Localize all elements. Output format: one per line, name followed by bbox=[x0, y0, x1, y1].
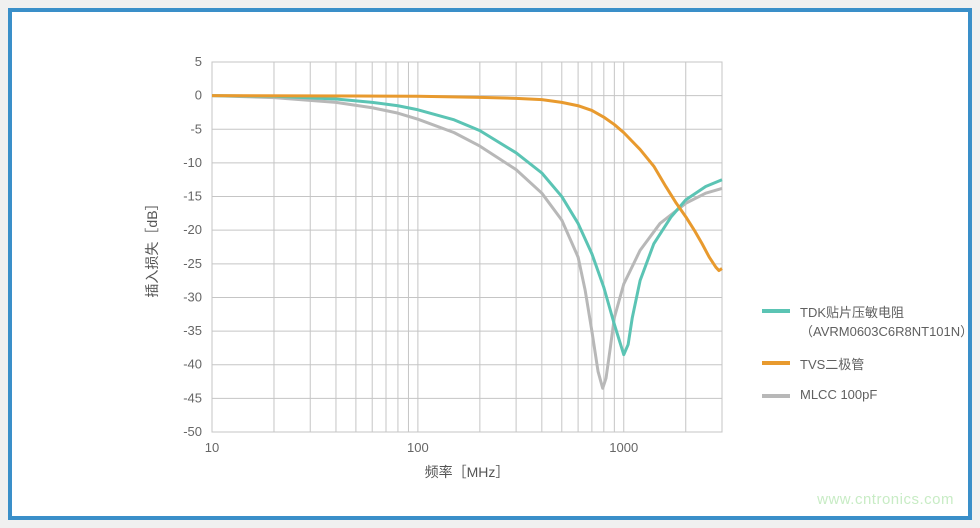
y-tick-label: -40 bbox=[183, 357, 202, 372]
insertion-loss-chart: 50-5-10-15-20-25-30-35-40-45-50101001000… bbox=[212, 62, 722, 432]
y-tick-label: -30 bbox=[183, 289, 202, 304]
legend-swatch bbox=[762, 361, 790, 365]
y-tick-label: -45 bbox=[183, 390, 202, 405]
y-tick-label: 5 bbox=[195, 54, 202, 69]
legend-item-tdk: TDK贴片压敏电阻（AVRM0603C6R8NT101N） bbox=[762, 302, 973, 340]
y-tick-label: 0 bbox=[195, 88, 202, 103]
x-tick-label: 1000 bbox=[609, 440, 638, 455]
x-tick-label: 10 bbox=[205, 440, 219, 455]
legend: TDK贴片压敏电阻（AVRM0603C6R8NT101N） TVS二极管 MLCC … bbox=[762, 302, 973, 416]
legend-swatch bbox=[762, 309, 790, 313]
x-tick-label: 100 bbox=[407, 440, 429, 455]
y-tick-label: -5 bbox=[190, 121, 202, 136]
y-tick-label: -15 bbox=[183, 189, 202, 204]
chart-frame: 5 0 -5 -10 -15 -20 -25 -30 -35 -40 -45 -5010 100 1000… bbox=[8, 8, 972, 520]
y-tick-label: -25 bbox=[183, 256, 202, 271]
y-axis-title: 插入损失［dB］ bbox=[144, 196, 160, 297]
y-tick-label: -50 bbox=[183, 424, 202, 439]
y-tick-label: -35 bbox=[183, 323, 202, 338]
legend-label: TVS二极管 bbox=[800, 354, 864, 373]
watermark: www.cntronics.com bbox=[817, 491, 954, 508]
legend-label: TDK贴片压敏电阻（AVRM0603C6R8NT101N） bbox=[800, 302, 973, 340]
legend-item-tvs: TVS二极管 bbox=[762, 354, 973, 373]
y-tick-label: -10 bbox=[183, 155, 202, 170]
y-tick-label: -20 bbox=[183, 222, 202, 237]
x-axis-title: 频率［MHz］ bbox=[425, 464, 510, 480]
legend-swatch bbox=[762, 394, 790, 398]
legend-label: MLCC 100pF bbox=[800, 387, 877, 402]
legend-item-mlcc: MLCC 100pF bbox=[762, 387, 973, 402]
